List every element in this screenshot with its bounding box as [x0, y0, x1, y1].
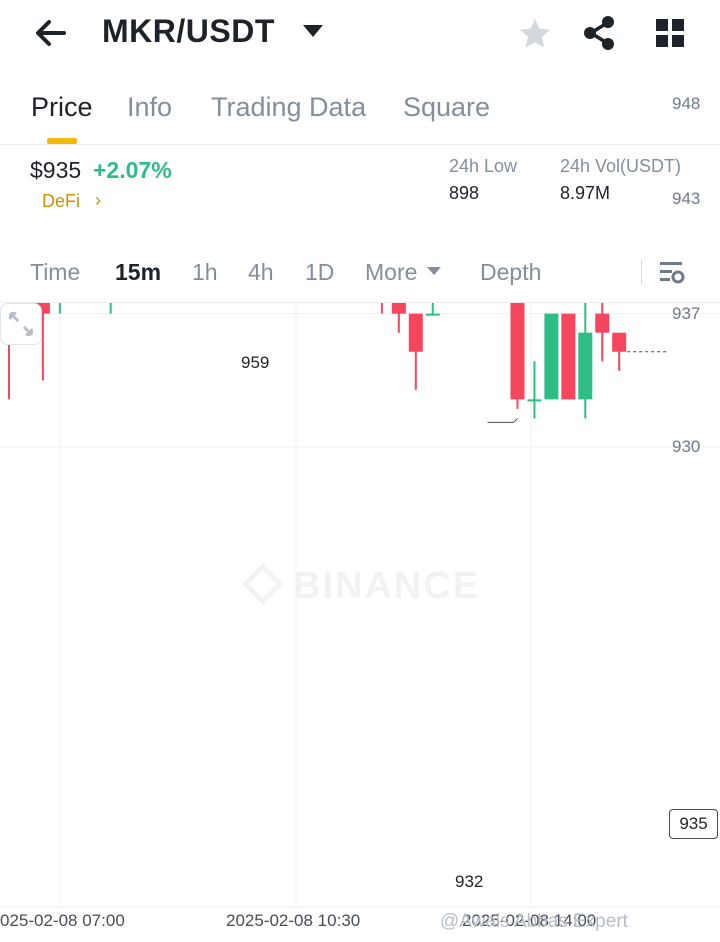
caret-down-icon[interactable]: [303, 25, 323, 37]
tab-square[interactable]: Square: [403, 92, 491, 122]
x-axis-label: 025-02-08 07:00: [0, 911, 125, 930]
timeframe-1d[interactable]: 1D: [305, 259, 335, 285]
candle-body: [578, 332, 593, 400]
low-label: 24h Low: [449, 156, 518, 176]
tab-info[interactable]: Info: [127, 92, 173, 122]
chevron-right-icon[interactable]: ›: [95, 190, 101, 210]
divider: [0, 302, 720, 303]
y-axis-label: 937: [672, 303, 701, 323]
candle-body: [544, 313, 559, 400]
candle-body: [408, 313, 423, 352]
chart-settings-icon[interactable]: [658, 258, 686, 286]
timeframe-time[interactable]: Time: [30, 259, 81, 285]
back-arrow-icon[interactable]: [30, 14, 70, 54]
watermark: BINANCE: [293, 565, 481, 607]
timeframe-4h[interactable]: 4h: [248, 259, 274, 285]
grid-icon[interactable]: [655, 18, 685, 48]
candle-body: [391, 303, 406, 314]
depth-tab[interactable]: Depth: [480, 259, 542, 285]
candlestick-chart[interactable]: BINANCE 935 959 932 025-02-08 07:00 2025…: [0, 94, 720, 942]
low-marker-label: 932: [455, 872, 484, 891]
pair-title[interactable]: MKR/USDT: [102, 13, 275, 49]
volume-value: 8.97M: [560, 183, 611, 203]
low-value: 898: [449, 183, 480, 203]
y-axis-label: 943: [672, 189, 701, 209]
x-axis-label: 2025-02-08 14:00: [462, 911, 597, 930]
watermark-credit: @Awais Abbas Expert: [440, 911, 628, 932]
timeframe-bar: Time 15m 1h 4h 1D More Depth: [0, 252, 720, 302]
timeframe-more[interactable]: More: [365, 259, 418, 285]
divider: [0, 144, 720, 145]
volume-label: 24h Vol(USDT): [560, 156, 682, 176]
top-bar: MKR/USDT: [0, 0, 720, 70]
candle-body: [35, 303, 50, 314]
last-price: $935: [30, 157, 82, 183]
expand-icon[interactable]: [0, 303, 42, 345]
y-axis-label: 948: [672, 94, 701, 114]
low-marker-line: [487, 418, 518, 423]
high-marker-label: 959: [241, 353, 270, 372]
timeframe-1h[interactable]: 1h: [192, 259, 218, 285]
candle-body: [425, 313, 440, 316]
current-price-label: 935: [669, 809, 718, 839]
candle-body: [527, 399, 542, 402]
category-tag[interactable]: DeFi: [42, 191, 81, 211]
tab-price[interactable]: Price: [31, 92, 93, 122]
star-icon[interactable]: [517, 16, 553, 52]
candle-body: [510, 303, 525, 400]
candle-body: [561, 313, 576, 400]
tab-trading-data[interactable]: Trading Data: [211, 92, 367, 122]
main-tabs: Price Info Trading Data Square: [0, 86, 720, 144]
caret-down-icon[interactable]: [427, 267, 441, 275]
candle-body: [595, 313, 610, 333]
x-axis-label: 2025-02-08 10:30: [226, 911, 361, 930]
share-icon[interactable]: [580, 14, 618, 52]
divider: [641, 259, 642, 285]
price-change: +2.07%: [93, 157, 172, 183]
timeframe-15m[interactable]: 15m: [115, 259, 162, 285]
chart-canvas[interactable]: [0, 303, 720, 942]
active-tab-indicator: [47, 138, 77, 144]
y-axis-label: 930: [672, 437, 701, 456]
candle-body: [612, 332, 627, 352]
